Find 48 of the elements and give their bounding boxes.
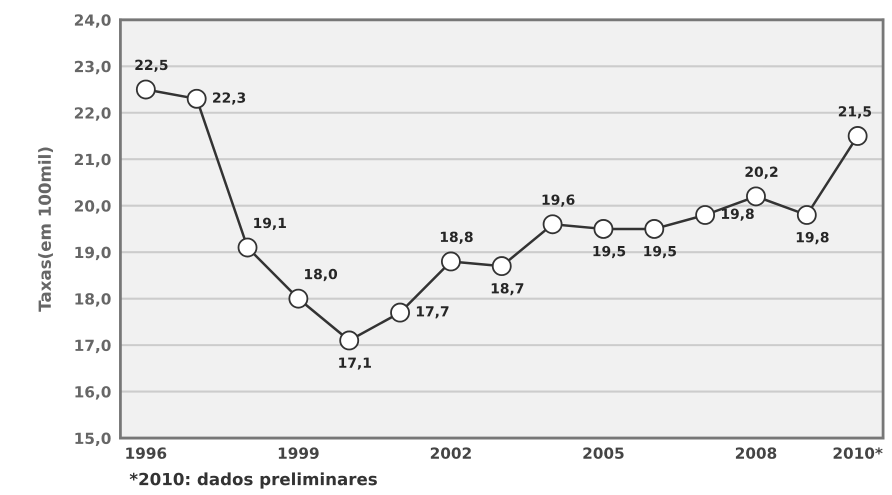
data-label: 19,1 — [254, 218, 286, 230]
data-label: 18,0 — [305, 268, 338, 282]
data-label: 18,7 — [492, 283, 524, 296]
data-label: 21,5 — [838, 106, 872, 118]
x-tick-label: 2008 — [736, 447, 776, 459]
point — [390, 302, 410, 323]
x-tick-label: 1999 — [278, 447, 319, 459]
point — [746, 186, 766, 206]
y-tick-label: 20,0 — [74, 200, 111, 214]
y-tick-label: 21,0 — [74, 154, 111, 168]
y-axis-title: Taxas(em 100mil) — [38, 148, 53, 312]
x-tick-label: 1996 — [126, 447, 166, 459]
data-label: 19,8 — [796, 232, 829, 244]
data-label: 19,5 — [644, 246, 676, 258]
y-tick-label: 17,0 — [75, 340, 111, 354]
data-label: 19,6 — [542, 194, 575, 207]
y-tick-label: 18,0 — [75, 293, 111, 307]
data-label: 22,5 — [135, 60, 168, 72]
x-tick-label: 2010* — [834, 447, 883, 459]
point — [644, 219, 664, 239]
data-label: 19,5 — [593, 246, 626, 258]
y-tick-label: 16,0 — [75, 386, 111, 400]
point — [238, 238, 258, 258]
data-label: 22,3 — [213, 92, 246, 105]
point — [594, 219, 614, 239]
point — [186, 88, 207, 109]
data-label: 19,8 — [722, 208, 754, 221]
point — [796, 205, 817, 225]
y-tick-label: 23,0 — [74, 60, 111, 74]
text: *2010: dados preliminares — [130, 472, 377, 489]
data-label: 18,8 — [440, 232, 473, 244]
point — [492, 256, 512, 276]
y-tick-label: 24,0 — [74, 14, 111, 28]
point — [695, 205, 716, 225]
y-tick-label: 19,0 — [75, 246, 111, 260]
data-label: 17,7 — [416, 306, 449, 318]
data-label: 17,1 — [339, 358, 371, 370]
point — [339, 330, 360, 350]
point — [440, 252, 461, 272]
x-tick-label: 2002 — [430, 447, 471, 459]
point — [288, 288, 308, 309]
point — [136, 80, 156, 100]
data-label: 20,2 — [745, 166, 778, 179]
point — [542, 214, 563, 234]
y-tick-label: 22,0 — [74, 107, 111, 121]
x-tick-label: 2005 — [583, 447, 624, 459]
point — [848, 126, 868, 146]
y-tick-label: 15,0 — [75, 432, 111, 446]
